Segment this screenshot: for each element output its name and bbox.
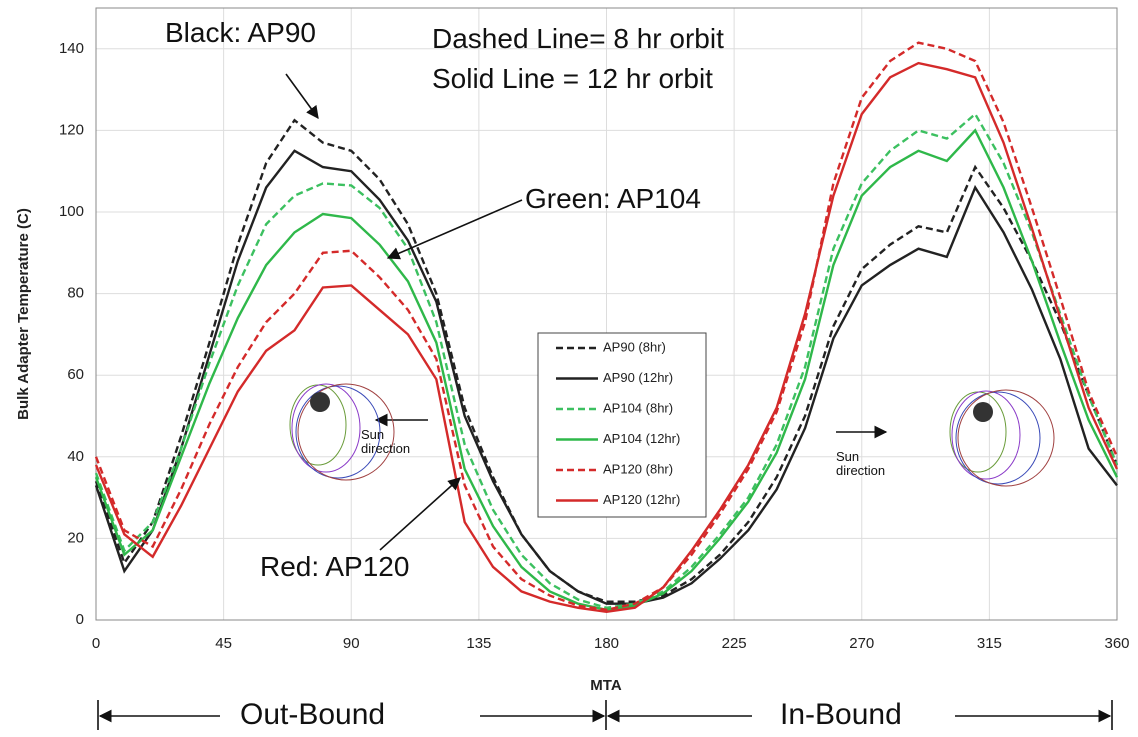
- x-tick-label: 180: [594, 635, 619, 652]
- y-tick-label: 80: [67, 285, 84, 302]
- annotation: Sun direction: [361, 427, 411, 457]
- y-tick-label: 140: [59, 40, 84, 57]
- annotation: Green: AP104: [525, 183, 701, 214]
- x-tick-label: 315: [977, 635, 1002, 652]
- y-tick-label: 120: [59, 121, 84, 138]
- annotation: Solid Line = 12 hr orbit: [432, 63, 713, 94]
- x-tick-label: 225: [722, 635, 747, 652]
- x-tick-label: 135: [466, 635, 491, 652]
- y-tick-label: 0: [76, 611, 84, 628]
- legend-label: AP104 (12hr): [603, 431, 680, 446]
- y-tick-label: 40: [67, 448, 84, 465]
- x-tick-label: 360: [1104, 635, 1129, 652]
- y-tick-label: 20: [67, 529, 84, 546]
- legend: AP90 (8hr) AP90 (12hr) AP104 (8hr) AP104 (1…: [556, 339, 680, 507]
- legend-label: AP90 (8hr): [603, 339, 666, 354]
- annotation: In-Bound: [780, 698, 902, 731]
- x-axis-label: MTA: [590, 677, 622, 694]
- plot-frame: [95, 7, 1118, 621]
- series-line: [94, 118, 1119, 603]
- grid: [95, 8, 1118, 621]
- x-tick-label: 270: [849, 635, 874, 652]
- series-line: [94, 61, 1119, 614]
- x-tick-label: 90: [343, 635, 360, 652]
- y-axis-label: Bulk Adapter Temperature (C): [15, 208, 32, 420]
- y-tick-label: 100: [59, 203, 84, 220]
- series-line: [94, 149, 1118, 605]
- annotation: Dashed Line= 8 hr orbit: [432, 23, 724, 54]
- x-tick-label: 45: [215, 635, 232, 652]
- legend-label: AP104 (8hr): [603, 400, 673, 415]
- legend-label: AP120 (8hr): [603, 461, 673, 476]
- legend-label: AP120 (12hr): [603, 492, 680, 507]
- series-line: [94, 41, 1119, 612]
- series-line: [94, 112, 1119, 609]
- x-tick-label: 0: [92, 635, 100, 652]
- annotation: Red: AP120: [260, 551, 410, 582]
- y-tick-label: 60: [67, 366, 84, 383]
- annotation-arrows: [97, 73, 1113, 730]
- lines: [94, 41, 1119, 614]
- annotation: Black: AP90: [165, 17, 316, 48]
- annotation: Out-Bound: [240, 698, 386, 731]
- orbit-diagram: [289, 383, 1055, 487]
- legend-box: [537, 332, 707, 518]
- annotation: Sun direction: [836, 449, 886, 479]
- legend-label: AP90 (12hr): [603, 370, 673, 385]
